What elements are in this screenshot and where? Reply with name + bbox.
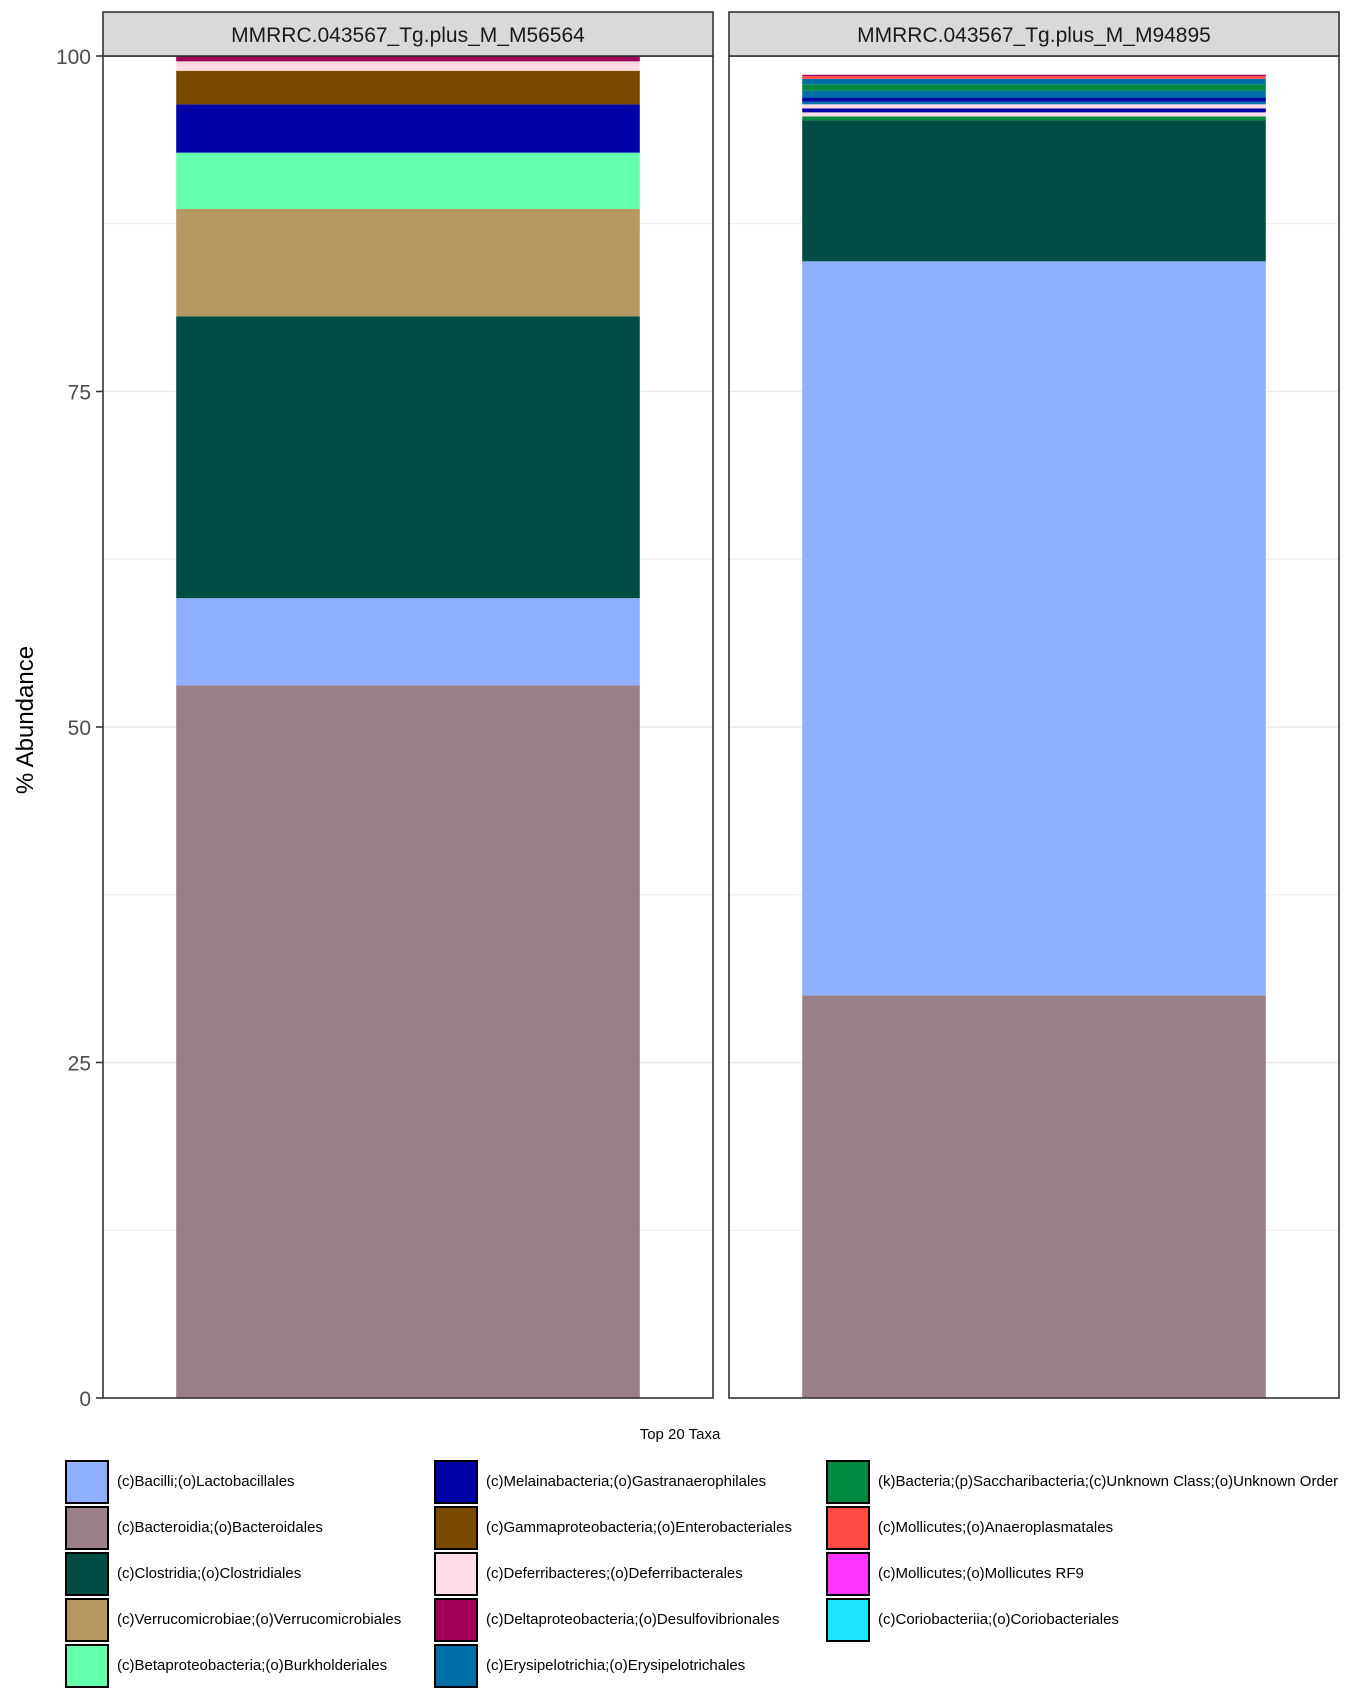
legend-label: (c)Deferribacteres;(o)Deferribacterales <box>486 1565 743 1582</box>
bar-segment <box>802 101 1266 105</box>
facet-panels: MMRRC.043567_Tg.plus_M_M56564 MMRRC.04356… <box>102 11 1340 1399</box>
legend-item: (k)Bacteria;(p)Saccharibacteria;(c)Unkno… <box>826 1460 1338 1506</box>
legend-column: (c)Melainabacteria;(o)Gastranaerophilale… <box>434 1460 854 1690</box>
facet-panel: MMRRC.043567_Tg.plus_M_M56564 <box>102 11 714 1399</box>
bar-segment <box>176 598 640 686</box>
bar-segment <box>802 995 1266 1398</box>
legend-item: (c)Clostridia;(o)Clostridiales <box>65 1552 485 1598</box>
legend-label: (c)Melainabacteria;(o)Gastranaerophilale… <box>486 1473 767 1490</box>
facet-strip-label: MMRRC.043567_Tg.plus_M_M94895 <box>857 24 1211 47</box>
stacked-bar-chart: 0 25 50 75 100 % Abundance MMRRC.043567_Tg.p… <box>12 11 1340 1411</box>
bar-segment <box>802 74 1266 77</box>
legend-item: (c)Melainabacteria;(o)Gastranaerophilale… <box>434 1460 854 1506</box>
y-tick-label: 0 <box>79 1388 91 1411</box>
legend-key <box>65 1506 109 1550</box>
legend-label: (c)Erysipelotrichia;(o)Erysipelotrichale… <box>486 1657 746 1674</box>
bar-segment <box>802 104 1266 109</box>
facet-strip-label: MMRRC.043567_Tg.plus_M_M56564 <box>231 24 585 47</box>
legend-label: (c)Verrucomicrobiae;(o)Verrucomicrobiale… <box>117 1611 402 1628</box>
legend-key <box>434 1598 478 1642</box>
legend-key <box>65 1460 109 1504</box>
bar-segment <box>176 70 640 105</box>
bar-segment <box>176 685 640 1398</box>
bar-segment <box>802 97 1266 102</box>
y-tick-label: 75 <box>68 382 91 405</box>
legend-column: (c)Bacilli;(o)Lactobacillales (c)Bacteroi… <box>65 1460 485 1690</box>
legend-label: (c)Bacteroidia;(o)Bacteroidales <box>117 1519 323 1536</box>
legend-label: (c)Betaproteobacteria;(o)Burkholderiales <box>117 1657 388 1674</box>
legend-key <box>65 1552 109 1596</box>
legend-item: (c)Deltaproteobacteria;(o)Desulfovibrion… <box>434 1598 854 1644</box>
bar-segment <box>802 261 1266 996</box>
legend-label: (c)Mollicutes;(o)Anaeroplasmatales <box>878 1519 1114 1536</box>
facet-strip <box>728 11 1340 57</box>
legend-key <box>826 1506 870 1550</box>
legend-item: (c)Bacteroidia;(o)Bacteroidales <box>65 1506 485 1552</box>
legend-key <box>434 1644 478 1688</box>
bar-segment <box>802 76 1266 79</box>
legend-label: (c)Mollicutes;(o)Mollicutes RF9 <box>878 1565 1084 1582</box>
legend-key <box>826 1460 870 1504</box>
bar-segment <box>176 316 640 599</box>
legend-item: (c)Mollicutes;(o)Mollicutes RF9 <box>826 1552 1246 1598</box>
legend-key <box>826 1598 870 1642</box>
legend-item: (c)Verrucomicrobiae;(o)Verrucomicrobiale… <box>65 1598 485 1644</box>
bar-segment <box>176 61 640 71</box>
bar-segment <box>802 112 1266 117</box>
legend-column: (k)Bacteria;(p)Saccharibacteria;(c)Unkno… <box>826 1460 1338 1690</box>
legend-item: (c)Erysipelotrichia;(o)Erysipelotrichale… <box>434 1644 854 1690</box>
bar-segment <box>802 84 1266 91</box>
legend-key <box>65 1598 109 1642</box>
y-tick-label: 100 <box>56 46 91 69</box>
legend-label: (c)Clostridia;(o)Clostridiales <box>117 1565 302 1582</box>
bar-segment <box>802 120 1266 262</box>
legend-item: (c)Coriobacteriia;(o)Coriobacteriales <box>826 1598 1246 1644</box>
bar-segment <box>176 56 640 62</box>
facet-strip <box>102 11 714 57</box>
legend-item: (c)Mollicutes;(o)Anaeroplasmatales <box>826 1506 1246 1552</box>
legend-title: Top 20 Taxa <box>639 1426 721 1443</box>
legend-label: (k)Bacteria;(p)Saccharibacteria;(c)Unkno… <box>878 1473 1339 1490</box>
legend-key <box>434 1506 478 1550</box>
y-tick-label: 50 <box>68 717 91 740</box>
legend-label: (c)Deltaproteobacteria;(o)Desulfovibrion… <box>486 1611 780 1628</box>
bar-segment <box>802 78 1266 85</box>
legend-key <box>434 1460 478 1504</box>
bar-segment <box>176 152 640 209</box>
legend-item: (c)Gammaproteobacteria;(o)Enterobacteria… <box>434 1506 854 1552</box>
legend: Top 20 Taxa (c)Bacilli;(o)Lactobacillale… <box>0 1420 1360 1694</box>
legend-key <box>826 1552 870 1596</box>
legend-label: (c)Bacilli;(o)Lactobacillales <box>117 1473 295 1490</box>
legend-key <box>434 1552 478 1596</box>
y-axis-label: % Abundance <box>12 646 39 794</box>
legend-label: (c)Coriobacteriia;(o)Coriobacteriales <box>878 1611 1119 1628</box>
legend-item: (c)Betaproteobacteria;(o)Burkholderiales <box>65 1644 485 1690</box>
bar-segment <box>802 116 1266 121</box>
y-tick-label: 25 <box>68 1053 91 1076</box>
facet-panel: MMRRC.043567_Tg.plus_M_M94895 <box>728 11 1340 1399</box>
bar-segment <box>176 208 640 317</box>
legend-item: (c)Bacilli;(o)Lactobacillales <box>65 1460 485 1506</box>
legend-label: (c)Gammaproteobacteria;(o)Enterobacteria… <box>486 1519 792 1536</box>
bar-segment <box>802 90 1266 98</box>
bar-segment <box>176 104 640 153</box>
legend-item: (c)Deferribacteres;(o)Deferribacterales <box>434 1552 854 1598</box>
bar-segment <box>802 108 1266 113</box>
y-axis: 0 25 50 75 100 <box>56 46 103 1411</box>
legend-key <box>65 1644 109 1688</box>
